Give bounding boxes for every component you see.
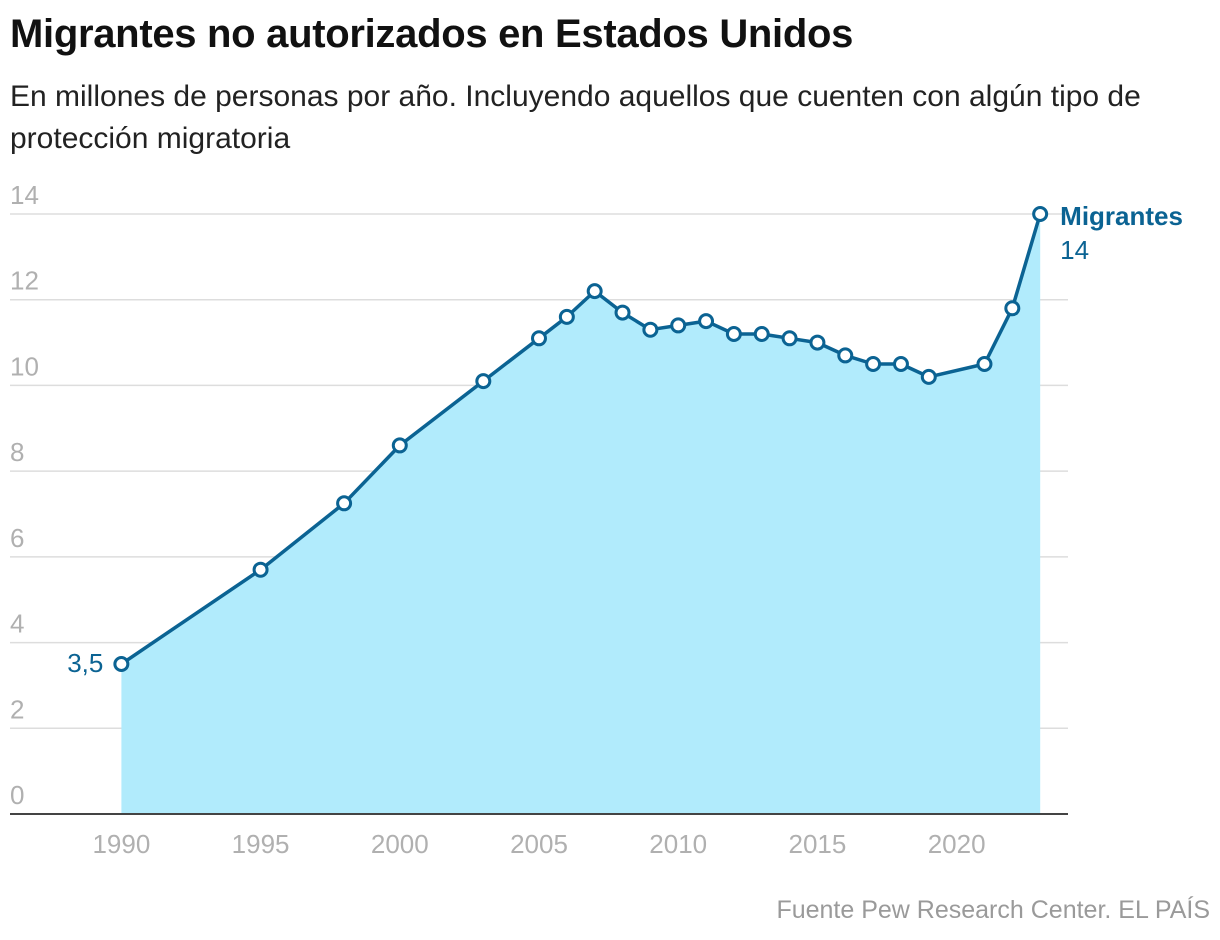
data-point: [753, 326, 770, 342]
x-tick-label: 1995: [232, 829, 290, 859]
y-tick-label: 2: [10, 694, 24, 724]
data-point: [531, 330, 547, 347]
x-tick-label: 2000: [371, 829, 429, 859]
data-point: [920, 368, 937, 385]
y-tick-label: 6: [10, 523, 24, 553]
start-value-label: 3,5: [67, 648, 103, 678]
data-point: [558, 308, 575, 325]
data-point: [781, 330, 798, 347]
data-point: [809, 334, 826, 351]
data-point: [586, 283, 603, 300]
y-tick-label: 12: [10, 266, 39, 296]
y-axis-labels: 0 2 4 6 8 10 12 14: [10, 180, 39, 810]
y-tick-label: 14: [10, 180, 39, 210]
data-point: [725, 326, 742, 342]
data-point: [1004, 300, 1021, 317]
x-tick-label: 2005: [510, 829, 568, 859]
data-point: [336, 495, 353, 512]
data-point: [642, 321, 659, 338]
chart-subtitle: En millones de personas por año. Incluye…: [10, 80, 1141, 155]
x-axis-labels: 1990 1995 2000 2005 2010 2015 2020: [92, 829, 985, 859]
area-fill: [121, 214, 1041, 814]
x-tick-label: 1990: [92, 829, 150, 859]
source-note: Fuente Pew Research Center. EL PAÍS: [776, 896, 1210, 924]
data-point: [865, 356, 882, 372]
x-tick-label: 2010: [649, 829, 707, 859]
y-tick-label: 0: [10, 780, 24, 810]
data-points: [113, 206, 1049, 672]
end-series-label: Migrantes: [1060, 201, 1183, 231]
data-point: [614, 304, 631, 321]
data-point: [252, 561, 269, 578]
data-point: [1032, 206, 1049, 222]
data-point: [113, 656, 130, 672]
data-point: [670, 317, 687, 334]
chart-title: Migrantes no autorizados en Estados Unid…: [10, 12, 854, 56]
data-point: [698, 313, 715, 330]
y-tick-label: 10: [10, 351, 39, 381]
data-point: [391, 437, 408, 454]
x-tick-label: 2020: [928, 829, 986, 859]
data-point: [892, 356, 909, 372]
end-value-label: 14: [1060, 235, 1089, 265]
data-point: [976, 356, 993, 372]
y-tick-label: 8: [10, 437, 24, 467]
x-tick-label: 2015: [788, 829, 846, 859]
data-point: [837, 347, 854, 364]
data-point: [475, 373, 492, 390]
y-tick-label: 4: [10, 609, 24, 639]
